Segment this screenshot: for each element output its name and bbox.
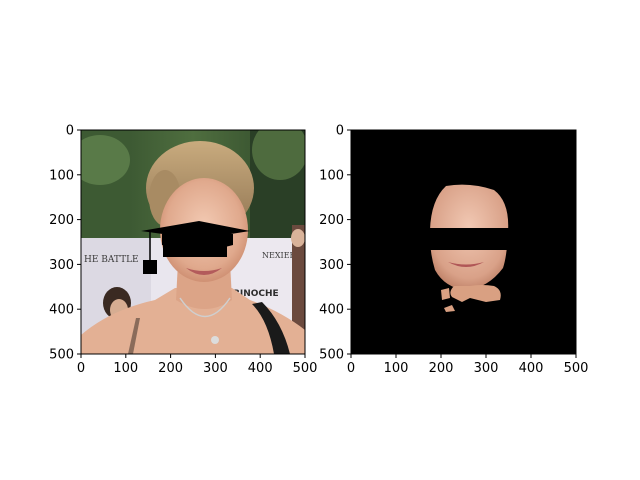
right-y-tick-label: 0	[336, 124, 344, 139]
right-y-tick-label: 500	[319, 348, 344, 363]
right-x-tick-label: 300	[474, 361, 499, 376]
right-x-tick-label: 500	[564, 361, 589, 376]
left-y-ticks: 0 100 200 300 400 500	[49, 124, 81, 363]
left-panel: HE BATTLE NEXIER BINOCHE	[49, 124, 318, 377]
left-y-tick-label: 400	[49, 303, 74, 318]
left-y-tick-label: 100	[49, 168, 74, 183]
right-y-tick-label: 400	[319, 303, 344, 318]
right-x-tick-label: 0	[347, 361, 355, 376]
right-image	[351, 130, 576, 354]
poster-text-right-top: NEXIER	[262, 251, 297, 260]
shoulders	[81, 288, 305, 354]
right-axes-frame	[350, 129, 577, 355]
neck-fragment	[450, 285, 501, 302]
left-x-tick-label: 300	[203, 361, 228, 376]
mouth	[186, 268, 222, 275]
poster-text-right-mid: BINOCHE	[233, 289, 279, 299]
right-y-tick-label: 200	[319, 213, 344, 228]
left-y-tick-label: 200	[49, 213, 74, 228]
right-x-ticks: 0 100 200 300 400 500	[347, 354, 589, 376]
left-axes-frame	[80, 129, 306, 355]
right-x-tick-label: 400	[519, 361, 544, 376]
graduation-cap-icon	[141, 221, 250, 274]
right-panel: 0 100 200 300 400 500 0 100 200 300 400 500	[319, 124, 588, 377]
right-y-tick-label: 300	[319, 258, 344, 273]
left-y-tick-label: 500	[49, 348, 74, 363]
poster-text-left: HE BATTLE	[84, 255, 139, 265]
left-x-tick-label: 100	[113, 361, 138, 376]
left-x-tick-label: 200	[158, 361, 183, 376]
left-x-tick-label: 500	[293, 361, 318, 376]
left-x-tick-label: 0	[77, 361, 85, 376]
left-x-ticks: 0 100 200 300 400 500	[77, 354, 318, 376]
right-x-tick-label: 100	[384, 361, 409, 376]
left-image: HE BATTLE NEXIER BINOCHE	[81, 130, 305, 354]
segmented-face-mask	[428, 228, 512, 250]
left-x-tick-label: 400	[248, 361, 273, 376]
right-x-tick-label: 200	[429, 361, 454, 376]
left-y-tick-label: 300	[49, 258, 74, 273]
left-y-tick-label: 0	[66, 124, 74, 139]
right-y-ticks: 0 100 200 300 400 500	[319, 124, 351, 363]
right-y-tick-label: 100	[319, 168, 344, 183]
